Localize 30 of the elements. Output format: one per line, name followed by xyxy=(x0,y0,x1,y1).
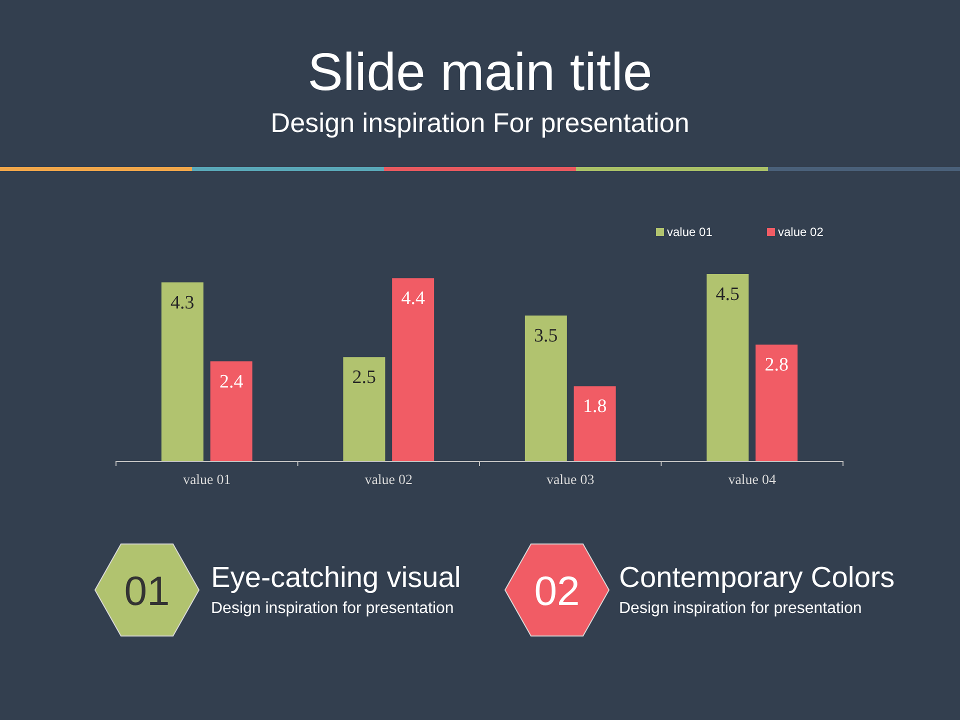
x-tick-label: value 02 xyxy=(364,473,413,488)
data-label: 4.3 xyxy=(170,292,194,314)
data-label: 4.5 xyxy=(716,284,740,305)
data-label: 2.8 xyxy=(764,354,788,376)
text: Contemporary Colors xyxy=(619,562,895,594)
bar xyxy=(343,357,386,461)
legend-label: value 02 xyxy=(778,225,824,239)
data-label: 3.5 xyxy=(534,326,558,347)
data-label: 2.5 xyxy=(352,367,376,388)
chart-subtitle: Design inspiration For presentation xyxy=(270,108,690,138)
bar xyxy=(756,344,798,461)
bar xyxy=(524,316,567,461)
text: Eye-catching visual xyxy=(211,562,461,594)
bar xyxy=(392,278,434,461)
x-tick-label: value 01 xyxy=(182,473,231,488)
text: 01 xyxy=(124,568,170,614)
text: Design inspiration for presentation xyxy=(211,600,454,617)
text: 02 xyxy=(534,568,580,614)
bar xyxy=(706,274,749,461)
x-tick-label: value 04 xyxy=(728,473,776,488)
chart-title: Slide main title xyxy=(308,43,652,102)
bar xyxy=(210,361,252,461)
data-label: 2.4 xyxy=(219,371,244,392)
bar xyxy=(574,386,616,461)
text: Design inspiration for presentation xyxy=(619,600,862,617)
bar xyxy=(161,282,204,461)
x-tick-label: value 03 xyxy=(546,473,594,488)
data-label: 4.4 xyxy=(401,288,426,310)
legend-label: value 01 xyxy=(667,225,713,239)
data-label: 1.8 xyxy=(582,396,607,418)
